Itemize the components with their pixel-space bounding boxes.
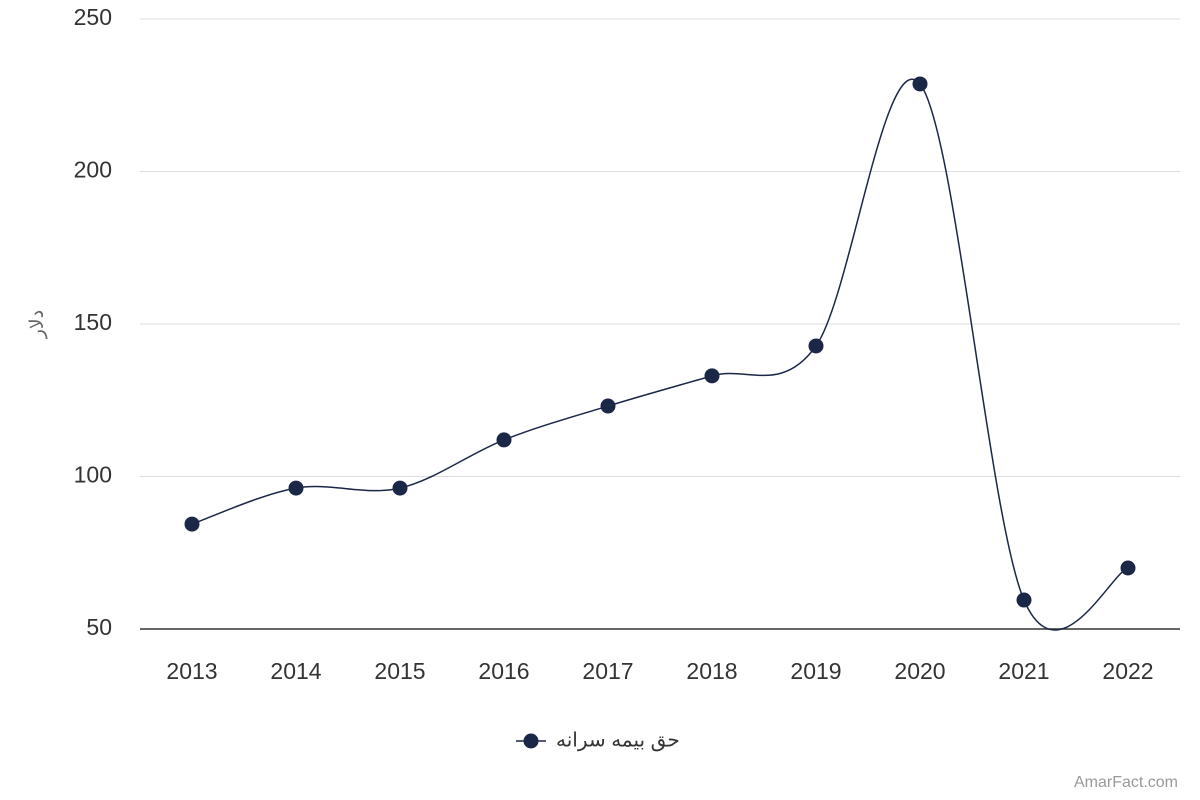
x-tick-label: 2018 xyxy=(686,658,737,684)
x-tick-label: 2013 xyxy=(166,658,217,684)
x-tick-label: 2019 xyxy=(790,658,841,684)
y-axis-label: دلار xyxy=(27,310,48,339)
y-tick-label: 150 xyxy=(74,309,112,335)
marker xyxy=(600,398,616,414)
x-tick-label: 2017 xyxy=(582,658,633,684)
y-tick-label: 100 xyxy=(74,462,112,488)
marker xyxy=(704,368,720,384)
legend-label: حق بیمه سرانه xyxy=(556,729,680,751)
marker xyxy=(912,76,928,92)
y-tick-label: 200 xyxy=(74,157,112,183)
x-tick-label: 2021 xyxy=(998,658,1049,684)
legend-marker xyxy=(523,733,539,749)
marker xyxy=(184,516,200,532)
marker xyxy=(288,480,304,496)
x-tick-label: 2016 xyxy=(478,658,529,684)
marker xyxy=(392,480,408,496)
marker xyxy=(1016,592,1032,608)
marker xyxy=(1120,560,1136,576)
y-tick-label: 250 xyxy=(74,4,112,30)
credits: AmarFact.com xyxy=(1074,774,1178,791)
x-tick-label: 2014 xyxy=(270,658,321,684)
marker xyxy=(496,432,512,448)
x-tick-label: 2022 xyxy=(1102,658,1153,684)
x-tick-label: 2020 xyxy=(894,658,945,684)
y-tick-label: 50 xyxy=(86,614,112,640)
x-tick-label: 2015 xyxy=(374,658,425,684)
line xyxy=(191,78,1129,631)
marker xyxy=(808,338,824,354)
